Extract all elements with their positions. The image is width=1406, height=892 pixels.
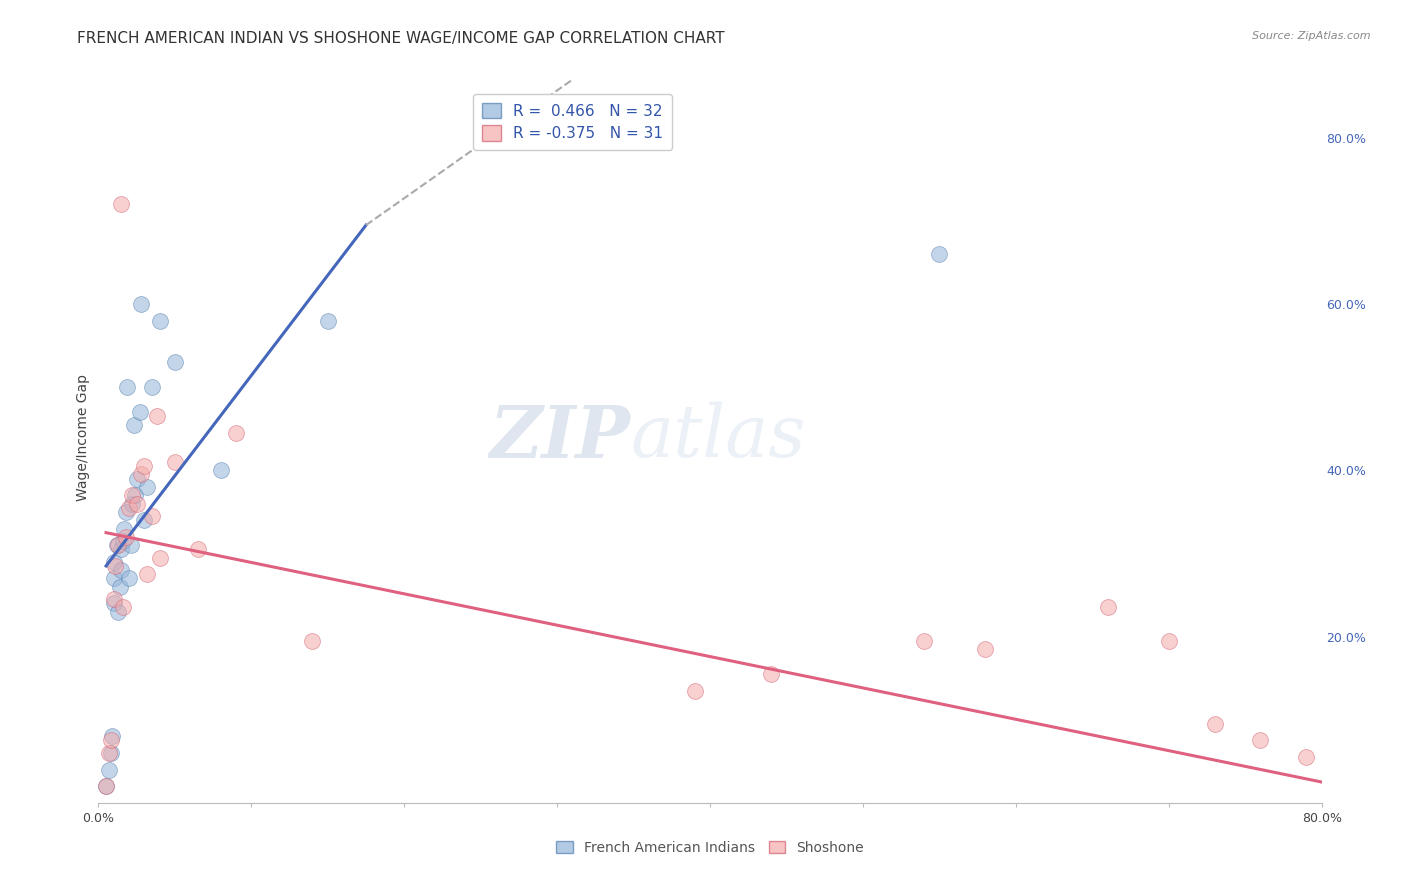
Point xyxy=(149,314,172,328)
Point xyxy=(110,563,132,577)
Point xyxy=(121,497,143,511)
Point xyxy=(1249,733,1271,747)
Point xyxy=(163,455,186,469)
Point xyxy=(110,197,132,211)
Point xyxy=(316,314,339,328)
Point xyxy=(149,550,172,565)
Point xyxy=(912,633,935,648)
Y-axis label: Wage/Income Gap: Wage/Income Gap xyxy=(76,374,90,500)
Point xyxy=(124,488,146,502)
Point xyxy=(100,733,122,747)
Point xyxy=(136,480,159,494)
Point xyxy=(104,558,127,573)
Point xyxy=(683,683,706,698)
Point xyxy=(134,513,156,527)
Point xyxy=(111,600,134,615)
Text: atlas: atlas xyxy=(630,401,806,473)
Point xyxy=(301,633,323,648)
Point xyxy=(117,380,139,394)
Point xyxy=(121,488,143,502)
Point xyxy=(103,555,125,569)
Legend: French American Indians, Shoshone: French American Indians, Shoshone xyxy=(550,834,870,862)
Point xyxy=(94,779,117,793)
Point xyxy=(115,505,138,519)
Point xyxy=(122,417,145,432)
Point xyxy=(103,596,125,610)
Point xyxy=(974,642,997,657)
Point xyxy=(101,729,124,743)
Point xyxy=(209,463,232,477)
Text: Source: ZipAtlas.com: Source: ZipAtlas.com xyxy=(1253,31,1371,41)
Point xyxy=(103,592,125,607)
Point xyxy=(115,530,138,544)
Point xyxy=(98,763,121,777)
Point xyxy=(125,472,148,486)
Point xyxy=(1204,716,1226,731)
Point xyxy=(141,380,163,394)
Point xyxy=(110,542,132,557)
Point xyxy=(145,409,167,424)
Point xyxy=(129,467,152,482)
Point xyxy=(136,567,159,582)
Point xyxy=(1295,750,1317,764)
Point xyxy=(134,459,156,474)
Text: FRENCH AMERICAN INDIAN VS SHOSHONE WAGE/INCOME GAP CORRELATION CHART: FRENCH AMERICAN INDIAN VS SHOSHONE WAGE/… xyxy=(77,31,725,46)
Point xyxy=(125,497,148,511)
Point xyxy=(100,746,122,760)
Point xyxy=(107,605,129,619)
Point xyxy=(94,779,117,793)
Point xyxy=(759,667,782,681)
Point xyxy=(98,746,121,760)
Point xyxy=(141,509,163,524)
Point xyxy=(1157,633,1180,648)
Point xyxy=(1097,600,1119,615)
Point xyxy=(118,571,141,585)
Point xyxy=(129,297,152,311)
Point xyxy=(103,571,125,585)
Point xyxy=(112,521,135,535)
Point xyxy=(225,425,247,440)
Point xyxy=(928,247,950,261)
Point xyxy=(163,355,186,369)
Point xyxy=(107,538,129,552)
Point xyxy=(128,405,150,419)
Point xyxy=(108,580,131,594)
Point xyxy=(105,538,128,552)
Point xyxy=(111,533,134,548)
Point xyxy=(187,542,209,557)
Text: ZIP: ZIP xyxy=(489,401,630,473)
Point xyxy=(120,538,142,552)
Point xyxy=(118,500,141,515)
